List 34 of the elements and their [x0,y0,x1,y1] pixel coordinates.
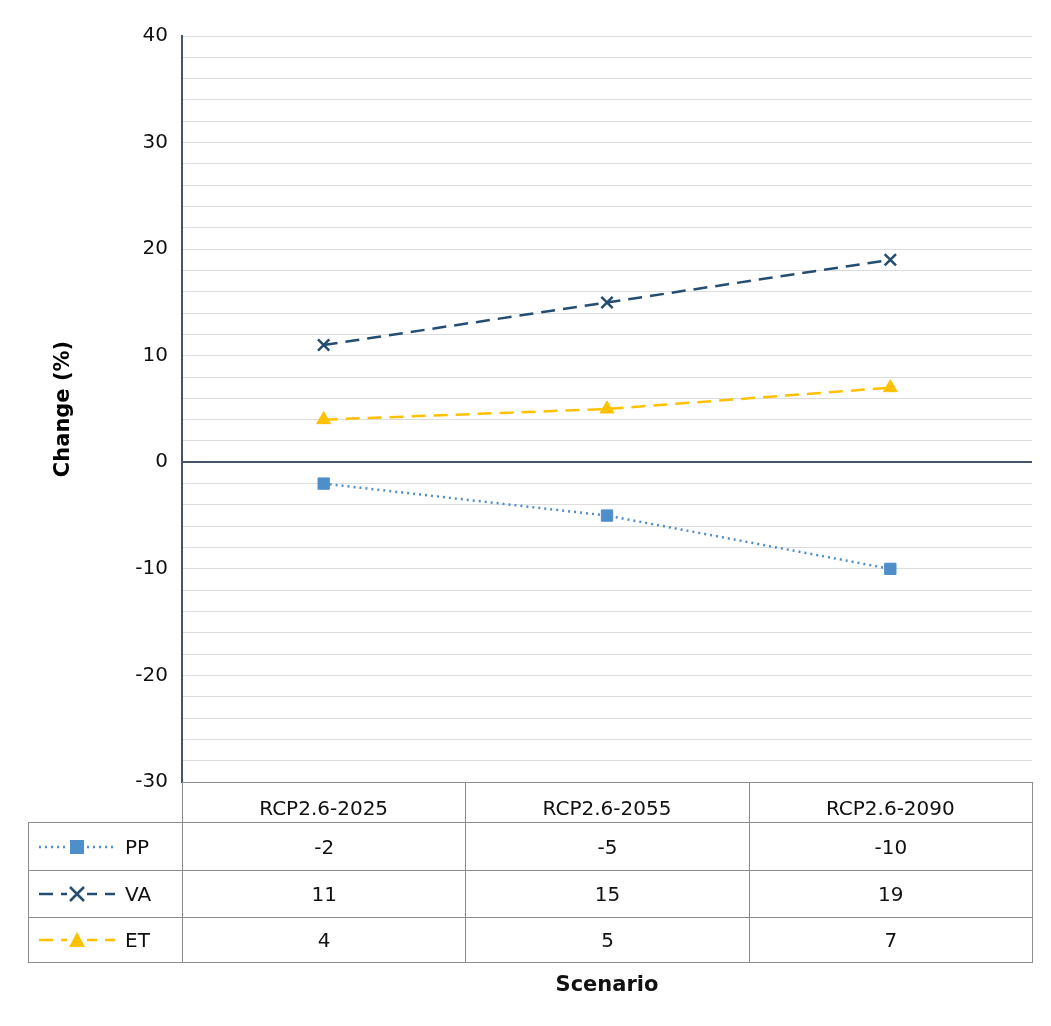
y-tick-label: 10 [142,341,168,366]
data-label: 7 [748,917,1033,963]
data-label: -2 [182,822,467,871]
point [600,295,614,310]
point [883,252,898,267]
data-label: 19 [748,870,1033,918]
x-tick-label: RCP2.6-2025 [259,796,389,821]
point [600,509,614,522]
y-axis-title: Change (%) [50,340,74,478]
legend-label: ET [125,928,150,952]
point [316,411,332,425]
x-tick-label: RCP2.6-2090 [825,796,955,821]
y-tick-label: -10 [135,555,168,580]
y-tick-label: -20 [135,661,168,686]
point [882,379,898,393]
y-tick-label: 0 [155,448,168,473]
point [317,477,330,490]
point [599,400,615,414]
legend-label: PP [125,834,150,859]
data-label: 15 [465,870,750,918]
data-label: 5 [465,917,750,963]
y-tick-label: -30 [135,768,168,793]
data-label: 11 [182,870,467,918]
y-tick-label: 20 [142,235,168,260]
y-tick-label: 40 [142,22,168,47]
data-label: -10 [748,822,1033,871]
data-label: -5 [465,822,750,871]
data-label: 4 [182,917,467,963]
legend-label: VA [125,882,152,906]
text: Scenario [555,971,659,996]
y-tick-label: 30 [142,128,168,153]
point [884,562,897,576]
x-tick-label: RCP2.6-2055 [542,796,672,821]
point [316,338,331,352]
